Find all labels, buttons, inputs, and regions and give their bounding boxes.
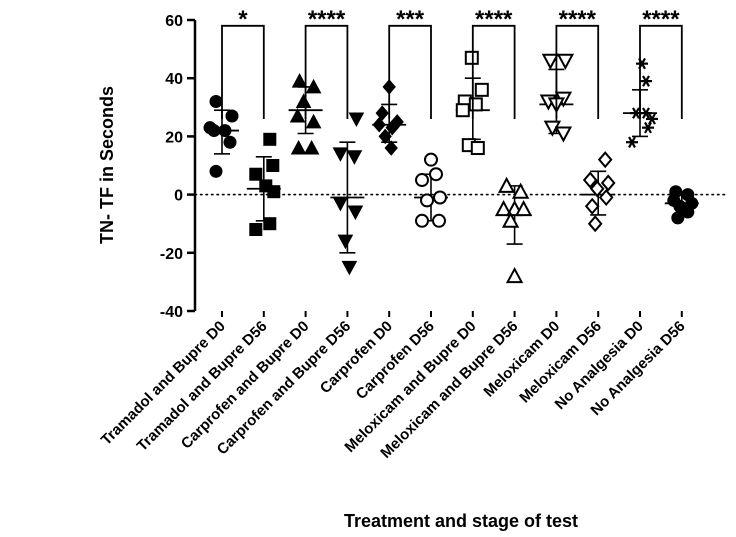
data-point xyxy=(375,105,389,121)
data-point xyxy=(514,200,533,217)
data-point xyxy=(209,164,223,178)
data-point xyxy=(642,121,654,134)
data-point xyxy=(468,97,483,112)
data-point xyxy=(587,215,603,233)
data-point xyxy=(341,260,358,276)
significance-label: **** xyxy=(559,6,597,33)
data-point xyxy=(378,128,392,145)
data-point xyxy=(589,180,605,198)
data-point xyxy=(432,213,446,228)
data-point xyxy=(636,57,648,70)
asterisk-stroke xyxy=(642,75,650,87)
data-point xyxy=(249,167,263,181)
data-point xyxy=(582,171,598,189)
data-point xyxy=(346,150,363,165)
significance-label: *** xyxy=(396,6,425,33)
x-axis-title: Treatment and stage of test xyxy=(344,511,578,531)
data-point xyxy=(640,107,652,119)
data-point xyxy=(266,159,280,172)
data-point xyxy=(348,112,365,127)
data-point xyxy=(554,126,573,143)
data-point xyxy=(223,135,237,149)
y-axis-title: TN- TF in Seconds xyxy=(97,86,117,244)
data-point xyxy=(640,75,652,87)
y-tick-label: 40 xyxy=(165,71,183,88)
x-tick-label: Carprofen D0 xyxy=(317,318,396,397)
data-point xyxy=(347,205,364,221)
data-point xyxy=(541,53,560,70)
data-point xyxy=(470,141,485,156)
data-point xyxy=(597,151,613,169)
data-point xyxy=(305,113,322,129)
data-point xyxy=(289,107,306,123)
data-point xyxy=(556,53,575,70)
y-tick-label: 20 xyxy=(165,129,183,146)
data-point xyxy=(464,50,479,65)
data-point xyxy=(263,217,277,231)
data-point xyxy=(372,116,386,133)
data-point xyxy=(671,211,685,225)
data-point xyxy=(511,182,530,199)
data-point xyxy=(303,139,320,155)
y-tick-label: -20 xyxy=(160,246,183,263)
significance-bracket xyxy=(555,24,600,119)
data-point xyxy=(626,136,638,148)
data-point xyxy=(290,139,307,155)
data-point xyxy=(305,78,322,94)
y-tick-label: 60 xyxy=(165,13,183,30)
data-point xyxy=(415,213,429,228)
significance-label: **** xyxy=(475,6,513,33)
asterisk-stroke xyxy=(628,136,636,148)
data-point xyxy=(207,124,221,138)
data-point xyxy=(474,82,489,97)
data-point xyxy=(267,185,281,199)
significance-bracket xyxy=(304,24,349,119)
data-point xyxy=(505,266,524,284)
significance-bracket xyxy=(639,24,683,119)
data-point xyxy=(598,188,614,207)
asterisk-stroke xyxy=(644,121,652,134)
data-point xyxy=(332,196,349,212)
significance-label: **** xyxy=(642,6,680,33)
data-point xyxy=(218,124,232,138)
significance-bracket xyxy=(471,24,516,119)
data-point xyxy=(332,147,349,162)
significance-label: * xyxy=(238,6,248,33)
data-point xyxy=(249,223,263,237)
data-point xyxy=(337,234,354,250)
data-point xyxy=(600,174,616,192)
y-tick-label: -40 xyxy=(160,304,183,321)
data-point xyxy=(385,119,399,136)
data-point xyxy=(455,103,470,118)
significance-label: **** xyxy=(308,6,346,33)
data-point xyxy=(681,205,695,219)
data-point xyxy=(291,73,308,88)
y-tick-label: 0 xyxy=(174,188,183,205)
data-point xyxy=(384,140,398,156)
asterisk-stroke xyxy=(642,107,650,119)
data-point xyxy=(225,109,239,123)
data-point xyxy=(433,190,447,205)
data-point xyxy=(263,132,277,146)
data-point xyxy=(424,152,438,167)
data-point xyxy=(429,167,443,182)
significance-bracket xyxy=(388,24,432,119)
asterisk-stroke xyxy=(632,107,640,119)
data-point xyxy=(295,93,312,108)
data-point xyxy=(494,200,513,217)
data-point xyxy=(415,173,429,188)
data-point xyxy=(420,193,434,208)
data-point xyxy=(209,94,223,108)
data-point xyxy=(584,197,600,215)
significance-bracket xyxy=(221,24,265,119)
data-point xyxy=(501,211,520,228)
data-point xyxy=(497,176,516,193)
